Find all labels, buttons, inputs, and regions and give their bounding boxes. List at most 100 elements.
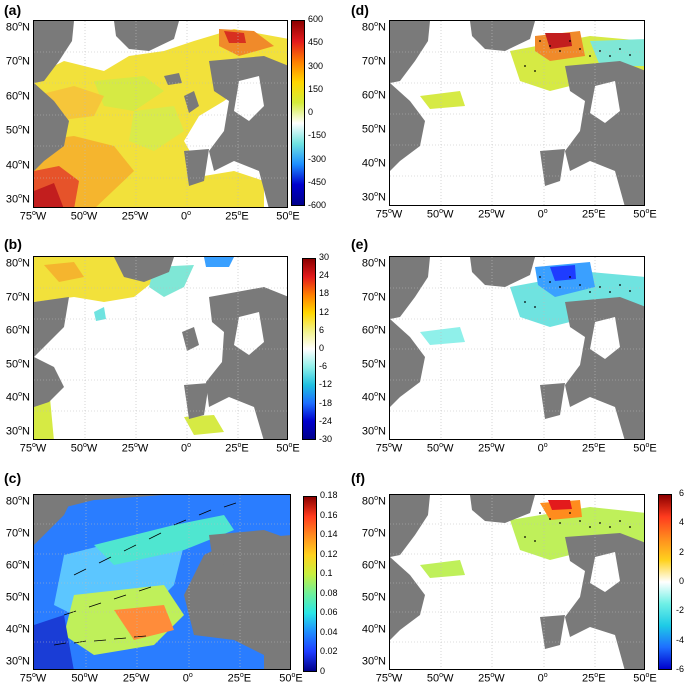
colorbar-b-tick: 0 [319, 343, 325, 353]
panel-c-lat-tick: 30oN [5, 655, 30, 668]
colorbar-a-tick: 0 [308, 107, 314, 117]
colorbar-b-tick: -18 [319, 397, 333, 408]
panel-c-lon-tick: 25oE [227, 672, 252, 685]
panel-f-lon-tick: 50oE [633, 672, 657, 685]
colorbar-c-tick: 0.14 [320, 529, 338, 540]
panel-d-lat-tick: 70oN [361, 55, 386, 68]
colorbar-c-tick: 0 [320, 666, 326, 676]
panel-b-lat-tick: 50oN [5, 357, 30, 371]
panel-f-label: (f) [351, 470, 365, 486]
panel-d-field [390, 21, 644, 205]
panel-a-lon-tick: 0o [180, 210, 192, 223]
panel-f-lon-tick: 75oW [375, 672, 403, 685]
panel-b-lon-tick: 25oW [121, 442, 149, 455]
panel-e-lat-tick: 80oN [361, 257, 386, 270]
colorbar-b-tick: 18 [319, 288, 330, 299]
panel-d-lon-tick: 50oE [633, 208, 657, 221]
panel-f-lon-tick: 50oW [426, 672, 454, 685]
panel-f-lat-tick: 40oN [361, 623, 386, 636]
colorbar-a-tick: -600 [308, 200, 327, 210]
panel-a-colorbar [291, 20, 305, 206]
panel-c-lon-tick: 50oW [71, 672, 98, 685]
panel-d-lat-tick: 40oN [361, 157, 386, 170]
panel-a-lon-tick: 50oW [70, 210, 98, 223]
panel-c-field [34, 495, 290, 669]
panel-e-lon-tick: 50oW [426, 442, 454, 455]
panel-c-lat-tick: 40oN [5, 623, 30, 636]
panel-c-lat-tick: 80oN [5, 495, 30, 508]
panel-b-field [34, 257, 287, 439]
panel-d-map [389, 20, 645, 206]
colorbar-c-tick: 0.18 [320, 490, 338, 500]
panel-a-lon-tick: 25oW [121, 210, 149, 223]
colorbar-c-tick: 0.02 [320, 646, 338, 657]
colorbar-f-tick: 2 [678, 546, 684, 557]
panel-a-lat-tick: 60oN [5, 89, 30, 103]
panel-e-lon-tick: 25oW [478, 442, 505, 455]
panel-d-lon-tick: 0o [537, 208, 548, 221]
panel-e-lon-tick: 25oE [582, 442, 606, 455]
colorbar-b-tick: 6 [319, 324, 325, 335]
panel-e-lat-tick: 40oN [361, 391, 386, 405]
panel-c-lon-tick: 25oW [122, 672, 150, 685]
colorbar-a-tick: 600 [308, 14, 324, 24]
panel-e-field [390, 257, 644, 439]
colorbar-b-tick: -24 [319, 415, 333, 426]
panel-b-lon-tick: 0o [180, 442, 192, 455]
panel-e-lat-tick: 50oN [361, 357, 386, 371]
panel-f-lon-tick: 25oW [478, 672, 505, 685]
panel-d-lat-tick: 80oN [361, 21, 386, 34]
panel-f-lon-tick: 25oE [582, 672, 606, 685]
colorbar-a-tick: -450 [308, 176, 327, 187]
panel-a-lat-tick: 30oN [5, 193, 30, 206]
panel-c-lon-tick: 50oE [279, 672, 303, 685]
colorbar-c-tick: 0.1 [320, 568, 333, 579]
panel-c-lat-tick: 70oN [5, 527, 30, 540]
panel-a-lat-tick: 70oN [5, 55, 30, 69]
colorbar-b-tick: 30 [319, 252, 330, 262]
panel-b-lon-tick: 50oE [276, 442, 300, 455]
panel-d-lon-tick: 50oW [426, 208, 454, 221]
panel-a-lon-tick: 75oW [19, 210, 47, 223]
panel-f-colorbar [658, 494, 672, 670]
panel-a-lat-tick: 50oN [5, 124, 30, 137]
panel-a-lat-tick: 80oN [5, 21, 30, 34]
panel-d-lon-tick: 75oW [375, 208, 403, 221]
panel-b-lat-tick: 70oN [5, 290, 30, 304]
colorbar-c-tick: 0.16 [320, 509, 338, 520]
panel-f-lat-tick: 80oN [361, 495, 386, 508]
colorbar-f-tick: -4 [675, 634, 684, 645]
colorbar-c-tick: 0.12 [320, 548, 338, 559]
panel-c-label: (c) [4, 470, 22, 486]
colorbar-f-tick: 0 [678, 576, 684, 586]
colorbar-f-tick: 4 [678, 517, 684, 528]
colorbar-f-tick: -2 [675, 605, 684, 616]
panel-e-lat-tick: 30oN [361, 425, 386, 438]
panel-a-map [33, 20, 288, 208]
panel-b-lat-tick: 60oN [5, 324, 30, 337]
colorbar-c-tick: 0.08 [320, 587, 338, 598]
panel-e-label: (e) [351, 236, 369, 252]
panel-e-map [389, 256, 645, 440]
colorbar-b-tick: 24 [319, 270, 330, 281]
colorbar-a-tick: 150 [308, 83, 324, 94]
colorbar-c-tick: 0.06 [320, 607, 338, 618]
colorbar-a-tick: -150 [308, 130, 327, 141]
panel-a-label: (a) [4, 2, 22, 18]
colorbar-a-tick: 450 [308, 37, 324, 48]
panel-d-label: (d) [351, 2, 369, 18]
colorbar-a-tick: -300 [308, 153, 327, 164]
panel-b-lat-tick: 30oN [5, 425, 30, 438]
colorbar-a-tick: 300 [308, 60, 324, 71]
panel-b-map [33, 256, 288, 440]
panel-f-lat-tick: 50oN [361, 591, 386, 604]
panel-b-lon-tick: 25oE [225, 442, 249, 455]
panel-e-lat-tick: 60oN [361, 324, 386, 337]
panel-e-lat-tick: 70oN [361, 290, 386, 304]
panel-c-colorbar [303, 496, 317, 672]
panel-d-lon-tick: 25oE [582, 208, 606, 221]
panel-e-lon-tick: 0o [537, 442, 548, 455]
panel-b-lon-tick: 50oW [70, 442, 98, 455]
panel-f-map [389, 494, 645, 670]
colorbar-b-tick: -12 [319, 379, 333, 390]
